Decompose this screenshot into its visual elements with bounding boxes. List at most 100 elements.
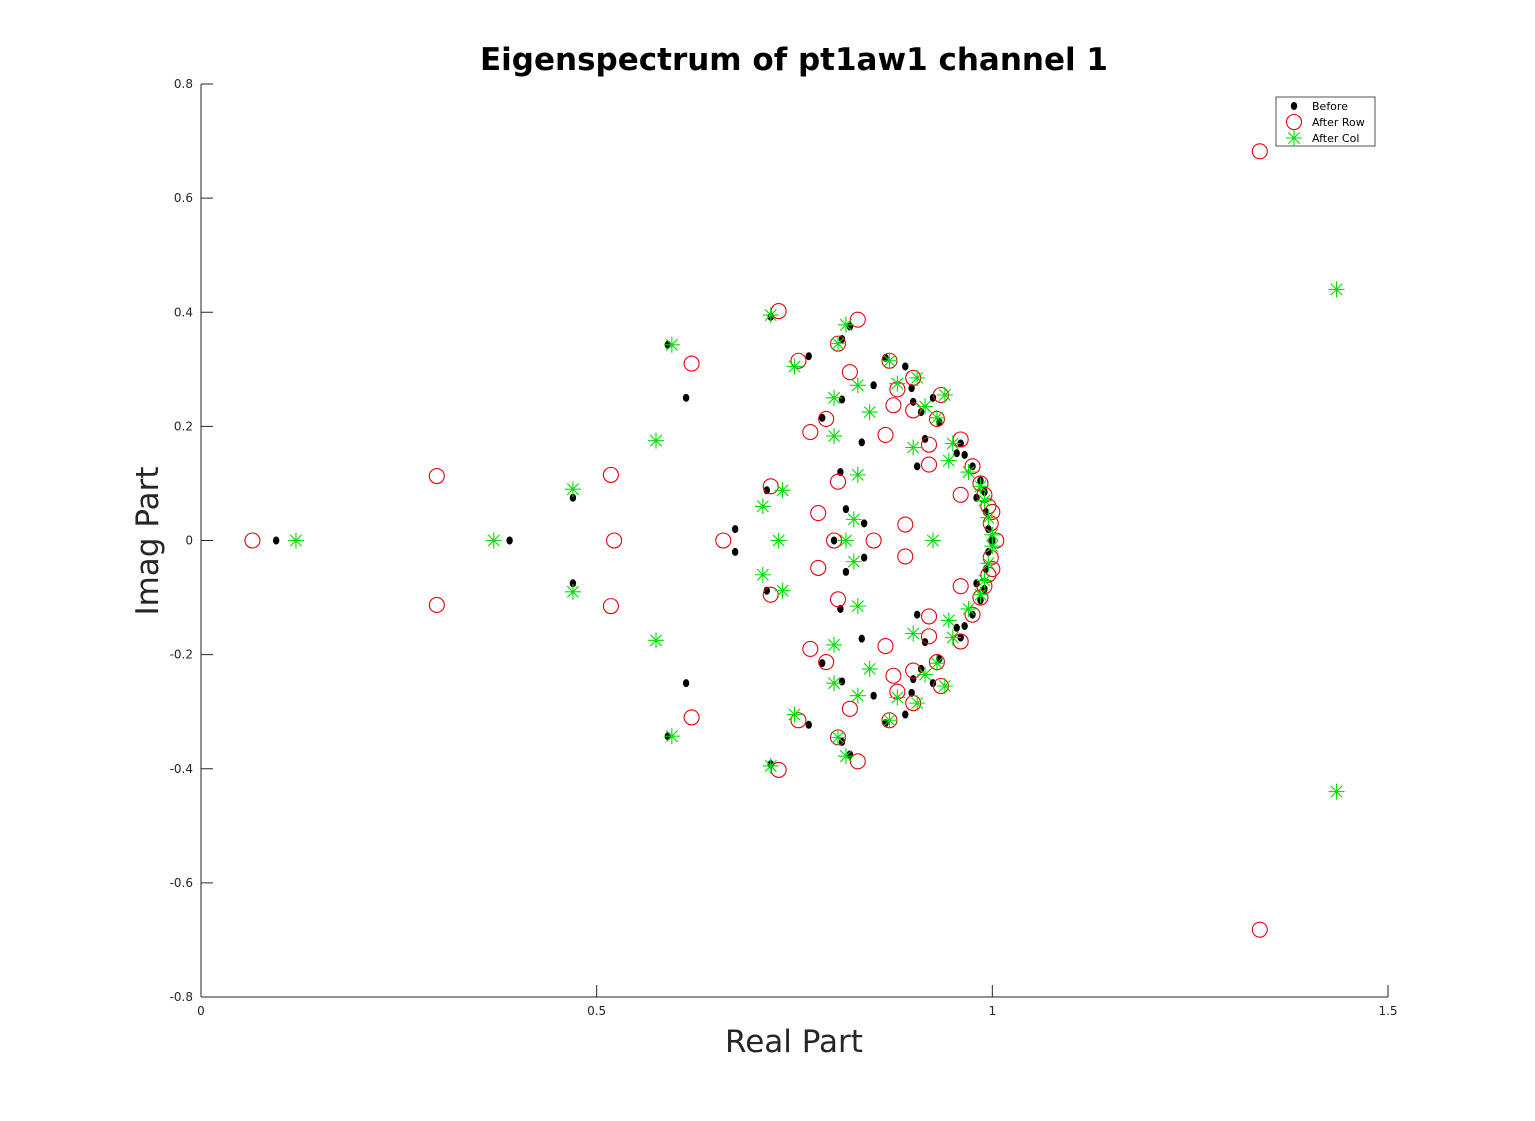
- axes: 0 0.5 1 1.5 -0.8 -0.6 -0.4 -0.2 0 0.2 0.4 0.6 0.8: [170, 77, 1398, 1018]
- data-point: [829, 473, 847, 490]
- data-point: [960, 600, 977, 617]
- data-point: [602, 598, 619, 615]
- data-point: [980, 509, 997, 526]
- x-tick-label: 1: [989, 1004, 997, 1018]
- data-point: [849, 466, 866, 483]
- data-point: [861, 404, 878, 421]
- data-point: [861, 660, 878, 677]
- data-point: [870, 381, 877, 390]
- y-tick-label: 0: [185, 534, 193, 548]
- data-point: [928, 409, 945, 426]
- x-tick-label: 0.5: [587, 1004, 606, 1018]
- data-point: [913, 462, 921, 471]
- data-point: [952, 578, 969, 595]
- data-point: [984, 560, 1001, 578]
- data-point: [244, 532, 261, 549]
- data-point: [802, 640, 819, 657]
- data-point: [936, 678, 953, 695]
- data-point: [849, 687, 866, 704]
- data-point: [924, 532, 941, 549]
- x-tick-label: 0: [197, 1004, 205, 1018]
- data-point: [910, 675, 917, 684]
- data-point: [964, 606, 981, 623]
- data-point: [829, 591, 847, 608]
- data-point: [952, 486, 969, 503]
- x-axis-label: Real Part: [725, 1024, 863, 1060]
- data-point: [731, 547, 739, 556]
- data-point: [897, 548, 914, 565]
- data-point: [961, 450, 968, 459]
- data-point: [762, 307, 779, 324]
- data-point: [928, 655, 945, 672]
- data-point: [849, 377, 866, 394]
- data-point: [984, 526, 1001, 543]
- data-point: [936, 386, 953, 403]
- data-point: [920, 436, 938, 453]
- data-point: [826, 428, 843, 445]
- data-point: [944, 629, 961, 646]
- data-point: [648, 432, 665, 449]
- data-point: [845, 511, 862, 528]
- data-point: [870, 691, 877, 700]
- data-point: [889, 689, 906, 706]
- data-point: [877, 638, 894, 655]
- data-point: [877, 426, 894, 443]
- y-tick-label: -0.4: [170, 762, 193, 776]
- data-point: [682, 679, 690, 688]
- data-point: [913, 610, 921, 619]
- y-axis-label: Imag Part: [130, 466, 166, 615]
- data-point: [663, 728, 680, 745]
- data-point: [485, 532, 502, 549]
- data-point: [905, 625, 922, 642]
- data-point: [917, 398, 934, 415]
- data-point: [865, 532, 882, 549]
- data-point: [790, 352, 807, 369]
- series-after-col: [287, 281, 1345, 800]
- data-point: [774, 582, 791, 599]
- data-point: [881, 352, 898, 369]
- data-point: [917, 666, 934, 683]
- data-point: [885, 667, 902, 684]
- data-point: [858, 634, 865, 643]
- data-point: [885, 397, 902, 414]
- data-point: [682, 393, 690, 402]
- data-point: [969, 610, 976, 619]
- data-point: [960, 464, 977, 481]
- data-point: [763, 486, 771, 495]
- data-point: [984, 538, 1001, 555]
- legend-marker: [1290, 102, 1298, 110]
- data-markers: [244, 143, 1345, 938]
- data-point: [564, 481, 581, 498]
- data-point: [905, 439, 922, 456]
- data-point: [569, 493, 577, 502]
- data-point: [964, 458, 981, 475]
- data-point: [754, 498, 771, 515]
- data-point: [805, 720, 812, 729]
- data-point: [976, 492, 993, 509]
- data-point: [683, 709, 700, 726]
- data-point: [818, 659, 826, 668]
- data-point: [506, 536, 513, 545]
- data-point: [287, 532, 304, 549]
- data-point: [858, 438, 865, 447]
- data-point: [838, 395, 846, 404]
- data-point: [920, 608, 938, 625]
- data-point: [837, 316, 854, 333]
- legend-label: Before: [1312, 100, 1348, 113]
- x-tick-label: 1.5: [1378, 1004, 1397, 1018]
- data-point: [569, 579, 577, 588]
- data-point: [984, 503, 1001, 521]
- data-point: [826, 389, 843, 406]
- y-tick-label: 0.4: [174, 305, 193, 319]
- data-point: [838, 677, 846, 686]
- data-point: [837, 748, 854, 765]
- data-point: [841, 700, 858, 717]
- data-point: [976, 572, 993, 589]
- legend-marker: [1286, 130, 1302, 146]
- data-point: [564, 583, 581, 600]
- data-point: [936, 654, 943, 663]
- data-point: [953, 623, 960, 632]
- data-point: [715, 532, 732, 549]
